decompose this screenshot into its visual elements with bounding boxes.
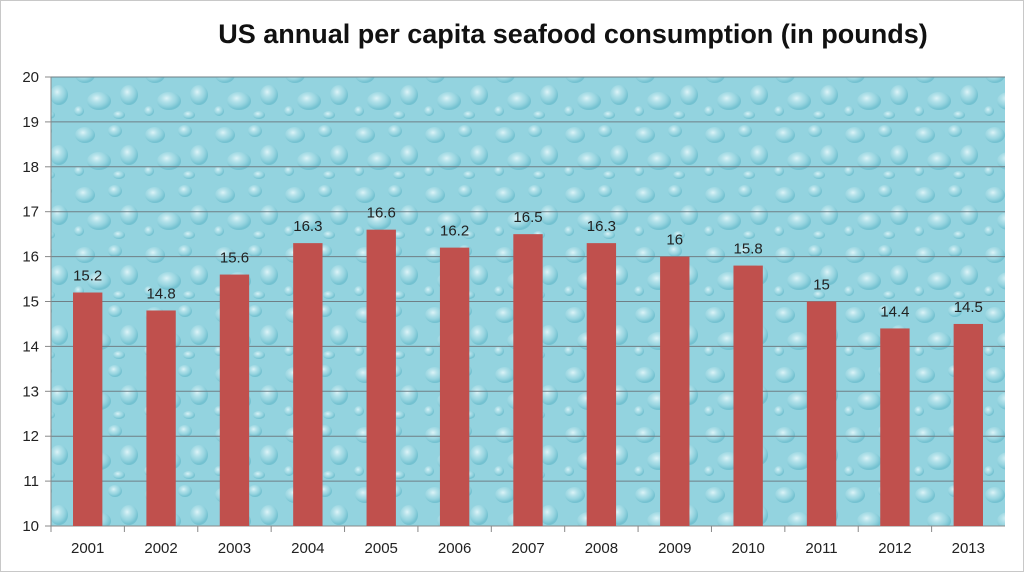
data-label: 14.8 [146,285,175,302]
bar [513,234,543,526]
x-tick-label: 2013 [952,540,985,557]
data-label: 15 [813,277,830,294]
y-tick-label: 14 [22,338,39,355]
x-tick-label: 2002 [144,540,177,557]
y-tick-label: 11 [23,473,39,490]
data-label: 16 [666,232,683,249]
data-label: 15.8 [734,241,763,258]
y-tick-label: 17 [22,204,39,221]
x-tick-label: 2004 [291,540,324,557]
data-label: 15.6 [220,250,249,267]
x-tick-label: 2001 [71,540,104,557]
data-label: 14.4 [880,303,909,320]
bar [660,256,690,526]
y-tick-label: 13 [22,383,39,400]
bar [953,323,983,526]
bar [73,292,103,526]
x-tick-label: 2012 [878,540,911,557]
x-tick-label: 2011 [805,540,837,557]
bar [733,265,763,526]
bar [219,274,250,526]
y-tick-label: 19 [22,114,39,131]
y-tick-label: 10 [22,518,39,535]
bar [880,328,910,526]
x-tick-label: 2006 [438,540,471,557]
y-tick-label: 20 [22,69,39,86]
bar [806,301,837,526]
data-label: 15.2 [73,268,102,285]
bar [293,243,323,526]
bar [366,229,396,526]
x-tick-label: 2010 [731,540,764,557]
bar [586,243,617,526]
data-label: 16.3 [293,218,322,235]
chart-title: US annual per capita seafood consumption… [218,19,928,49]
x-tick-label: 2003 [218,540,251,557]
data-label: 16.3 [587,218,616,235]
y-tick-label: 18 [22,159,39,176]
data-label: 14.5 [954,299,983,316]
data-label: 16.5 [513,209,542,226]
bar [146,310,176,526]
y-tick-label: 15 [22,294,39,311]
y-tick-label: 12 [22,428,39,445]
data-label: 16.2 [440,223,469,240]
x-tick-label: 2009 [658,540,691,557]
data-label: 16.6 [367,205,396,222]
x-tick-label: 2008 [585,540,618,557]
y-tick-label: 16 [22,249,39,266]
bar [439,247,470,526]
x-tick-label: 2005 [365,540,398,557]
x-tick-label: 2007 [511,540,544,557]
